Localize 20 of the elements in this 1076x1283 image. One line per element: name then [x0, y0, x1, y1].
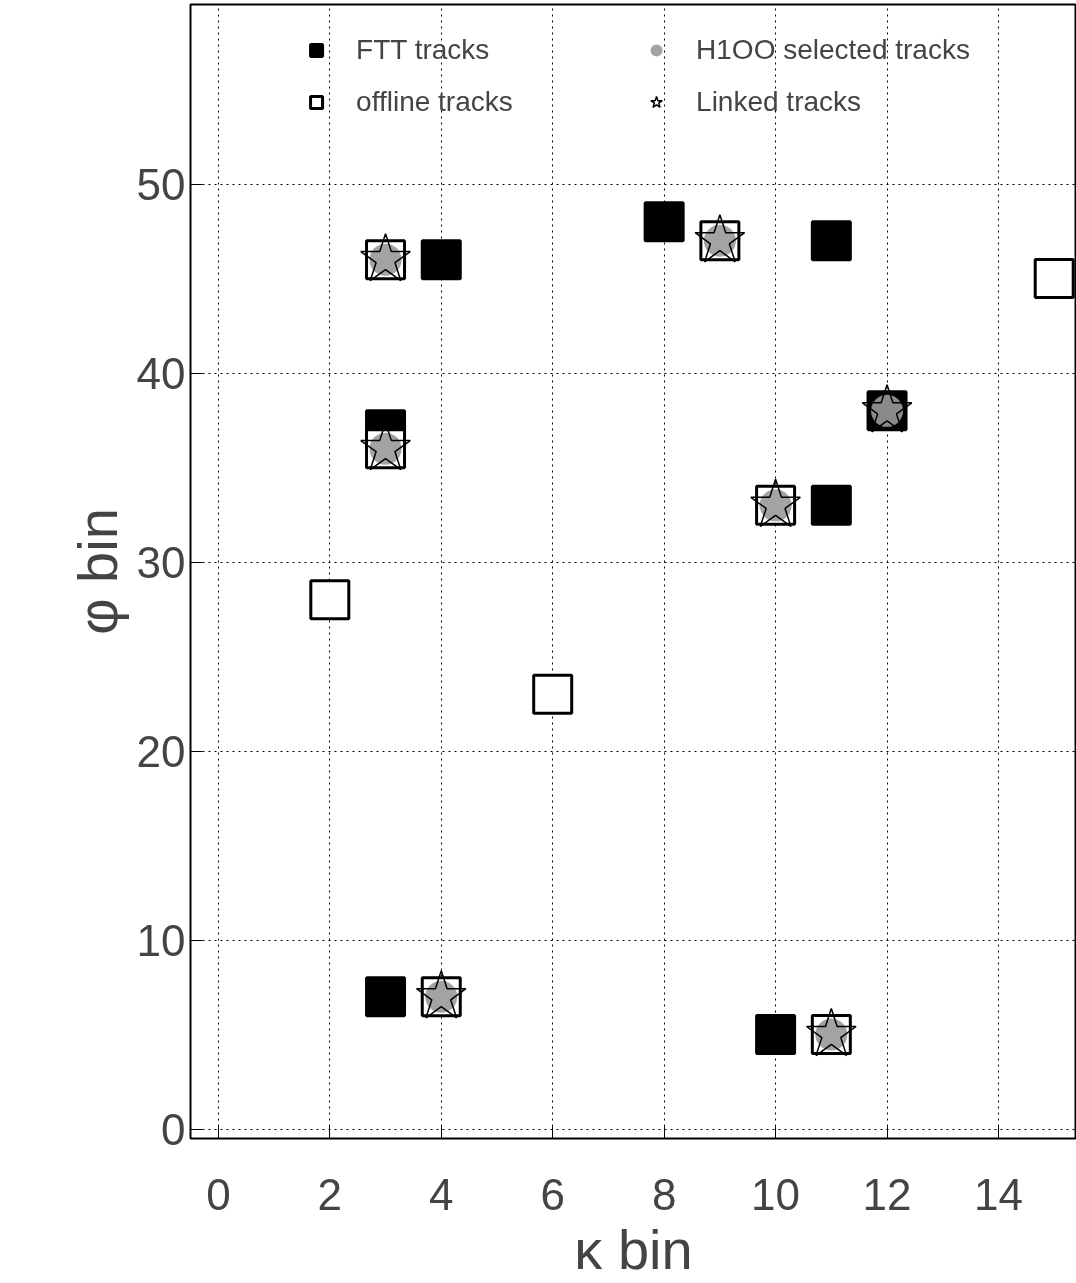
legend-label: H1OO selected tracks: [696, 34, 970, 66]
legend-label: offline tracks: [356, 86, 514, 118]
legend-label: Linked tracks: [696, 86, 863, 118]
x-tick-label: 10: [751, 1169, 801, 1219]
x-tick-label: 0: [206, 1169, 231, 1219]
y-tick-label: 10: [136, 915, 186, 965]
x-axis-title: κ bin: [574, 1217, 693, 1281]
legend-label: FTT tracks: [356, 34, 491, 66]
y-tick-label: 50: [136, 159, 186, 209]
x-tick-label: 6: [540, 1169, 565, 1219]
y-tick-label: 0: [161, 1104, 186, 1154]
y-axis-title: φ bin: [65, 508, 129, 635]
y-tick-label: 20: [136, 726, 186, 776]
y-tick-label: 30: [136, 537, 186, 587]
x-tick-label: 2: [317, 1169, 343, 1219]
x-tick-label: 8: [651, 1169, 677, 1219]
x-tick-label: 4: [429, 1169, 454, 1219]
y-tick-label: 40: [136, 348, 186, 398]
x-tick-label: 14: [974, 1169, 1023, 1219]
x-tick-label: 12: [862, 1169, 912, 1219]
